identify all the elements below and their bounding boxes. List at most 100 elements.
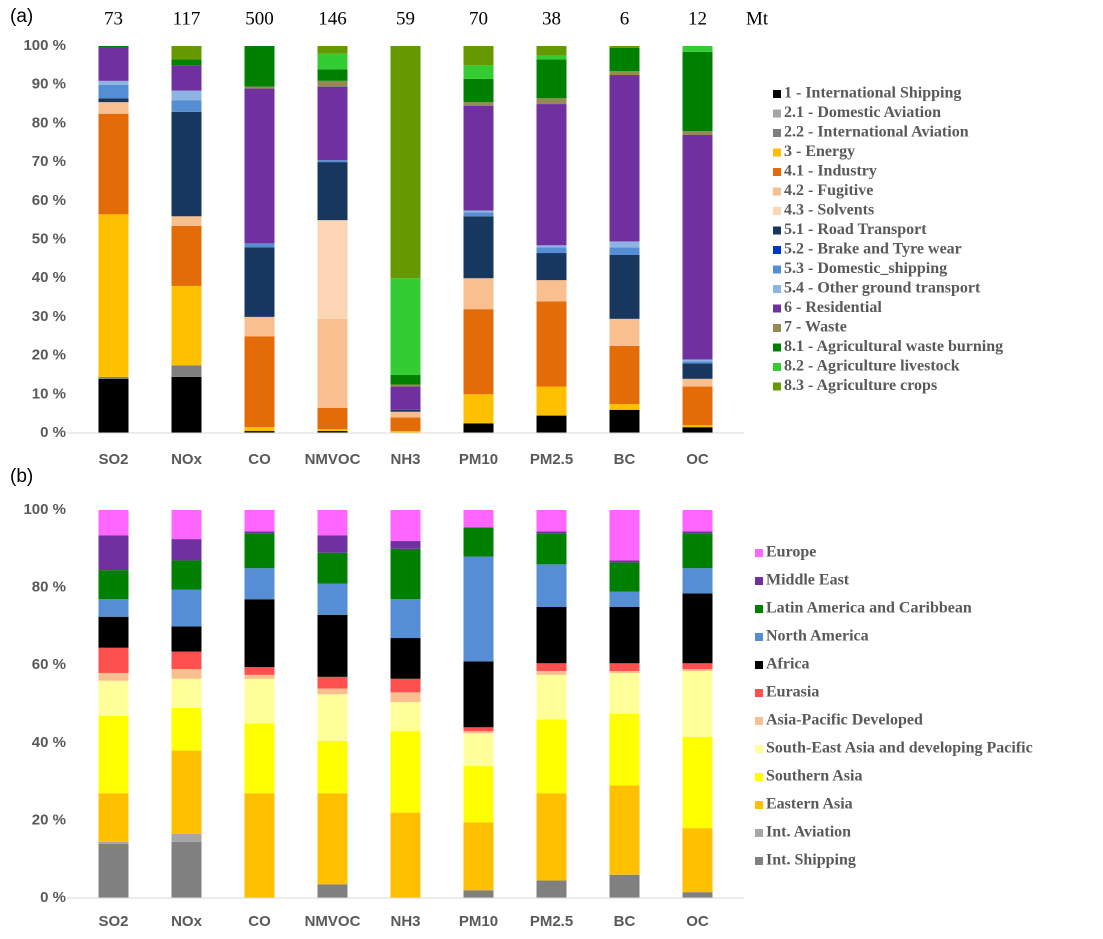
bar-segment xyxy=(682,736,713,829)
bar-segment xyxy=(682,663,713,670)
bar-segment xyxy=(536,386,567,416)
legend-swatch xyxy=(773,187,781,196)
bar-segment xyxy=(390,548,421,600)
total-label: 59 xyxy=(396,8,415,29)
total-label: 6 xyxy=(620,8,630,29)
bar-segment xyxy=(244,510,275,532)
bar-segment xyxy=(317,69,348,81)
bar-segment xyxy=(536,719,567,794)
bar-segment xyxy=(682,131,713,136)
bar-segment xyxy=(244,243,275,248)
y-tick-label: 80 % xyxy=(32,579,66,596)
bar-segment xyxy=(171,833,202,842)
bar-segment xyxy=(390,409,421,412)
x-tick-label: OC xyxy=(686,913,709,930)
legend-swatch xyxy=(773,207,781,215)
legend-label: 2.2 - International Aviation xyxy=(784,124,969,141)
legend-swatch xyxy=(773,148,781,157)
y-tick-label: 0 % xyxy=(40,424,66,441)
bar-segment xyxy=(463,78,494,103)
bar-segment xyxy=(244,88,275,244)
bar-segment xyxy=(390,731,421,813)
bar-segment xyxy=(463,46,494,66)
bar-segment xyxy=(536,98,567,105)
bar-segment xyxy=(317,510,348,536)
x-tick-label: BC xyxy=(614,913,636,930)
bar-segment xyxy=(463,661,494,728)
bar-segment xyxy=(390,384,421,387)
bar-segment xyxy=(317,46,348,54)
bar-segment xyxy=(244,336,275,428)
bar-segment xyxy=(98,841,129,844)
y-tick-label: 50 % xyxy=(32,230,66,247)
bar-segment xyxy=(463,105,494,211)
bar-segment xyxy=(244,316,275,337)
legend-label: 3 - Energy xyxy=(784,143,855,160)
bar-segment xyxy=(98,793,129,842)
legend-swatch xyxy=(773,382,781,391)
bar-segment xyxy=(98,616,129,648)
bar-segment xyxy=(317,884,348,898)
x-tick-label: NH3 xyxy=(390,913,420,930)
legend-label: 4.3 - Solvents xyxy=(784,202,874,219)
y-tick-label: 60 % xyxy=(32,192,66,209)
y-tick-label: 10 % xyxy=(32,385,66,402)
bar-segment xyxy=(536,415,567,433)
bar-segment xyxy=(98,680,129,716)
total-label: 500 xyxy=(245,8,274,29)
y-tick-label: 100 % xyxy=(23,501,66,518)
bar-segment xyxy=(463,822,494,891)
panel-label: (b) xyxy=(10,466,33,487)
legend-swatch xyxy=(773,343,781,352)
x-tick-label: OC xyxy=(686,451,709,468)
bar-segment xyxy=(317,162,348,221)
bar-segment xyxy=(390,510,421,542)
bar-segment xyxy=(390,431,421,433)
bar-segment xyxy=(463,210,494,213)
legend-label: 4.1 - Industry xyxy=(784,163,877,180)
x-tick-label: CO xyxy=(248,451,271,468)
legend-label: 8.3 - Agriculture crops xyxy=(784,377,937,394)
y-tick-label: 100 % xyxy=(23,37,66,54)
legend-swatch xyxy=(755,633,763,641)
bar-segment xyxy=(609,71,640,76)
bar-segment xyxy=(463,278,494,310)
bar-segment xyxy=(244,431,275,433)
bar-segment xyxy=(536,674,567,720)
total-label: 146 xyxy=(318,8,347,29)
y-tick-label: 40 % xyxy=(32,269,66,286)
bar-segment xyxy=(98,376,129,379)
bar-segment xyxy=(463,102,494,106)
bar-segment xyxy=(682,46,713,52)
bar-segment xyxy=(98,599,129,617)
legend-label: Int. Aviation xyxy=(766,824,851,841)
bar-segment xyxy=(317,740,348,794)
bar-segment xyxy=(98,47,129,81)
legend-label: 5.4 - Other ground transport xyxy=(784,280,981,297)
y-tick-label: 0 % xyxy=(40,889,66,906)
legend-swatch xyxy=(755,829,763,837)
legend-label: South-East Asia and developing Pacific xyxy=(766,740,1033,757)
total-label: 117 xyxy=(173,8,201,29)
bar-segment xyxy=(98,570,129,600)
bar-segment xyxy=(536,880,567,898)
legend-swatch xyxy=(755,661,763,669)
legend-swatch xyxy=(773,246,781,254)
bar-segment xyxy=(171,560,202,590)
bar-segment xyxy=(682,51,713,132)
bar-segment xyxy=(536,607,567,664)
bar-segment xyxy=(463,527,494,557)
y-tick-label: 90 % xyxy=(32,76,66,93)
legend-label: 2.1 - Domestic Aviation xyxy=(784,104,941,121)
bar-segment xyxy=(244,247,275,317)
x-tick-label: NMVOC xyxy=(305,451,361,468)
bar-segment xyxy=(682,363,713,379)
bar-segment xyxy=(317,583,348,615)
bar-segment xyxy=(390,541,421,549)
y-tick-label: 60 % xyxy=(32,656,66,673)
legend-swatch xyxy=(773,304,781,313)
legend-label: Africa xyxy=(766,656,810,673)
bar-segment xyxy=(609,75,640,242)
bar-segment xyxy=(171,225,202,286)
bar-segment xyxy=(609,874,640,898)
